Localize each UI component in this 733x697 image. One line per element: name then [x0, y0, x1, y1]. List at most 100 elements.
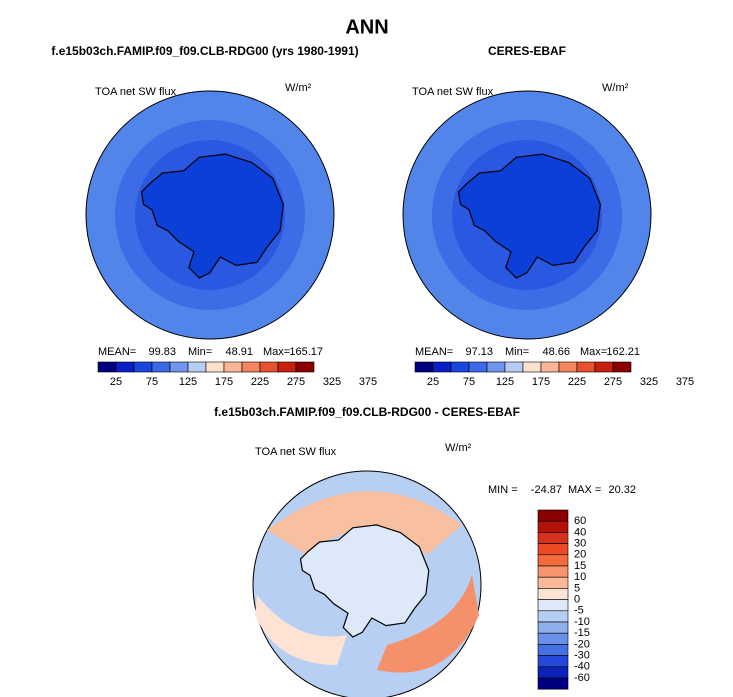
units-label: W/m²	[445, 442, 472, 454]
colorbar-label: 15	[574, 560, 586, 572]
panel-title: CERES-EBAF	[488, 44, 566, 58]
page-title: ANN	[345, 16, 388, 38]
colorbar-box	[115, 361, 135, 373]
colorbar-box	[486, 361, 506, 373]
colorbar-label: 0	[574, 594, 580, 606]
colorbar-box	[540, 361, 560, 373]
max-value: 165.17	[289, 346, 323, 358]
colorbar-label: -5	[574, 605, 584, 617]
colorbar-label: -10	[574, 616, 590, 628]
mean-value: 99.83	[148, 346, 176, 358]
map-anomaly	[267, 491, 462, 555]
colorbar-box	[187, 361, 207, 373]
colorbar-box	[97, 361, 117, 373]
colorbar-label: 30	[574, 538, 586, 550]
colorbar-box	[537, 610, 569, 623]
colorbar-box	[133, 361, 153, 373]
colorbar-label: -20	[574, 638, 590, 650]
colorbar-box	[537, 565, 569, 578]
colorbar-label: 225	[251, 376, 269, 388]
min-value: -24.87	[531, 484, 562, 496]
colorbar-label: 275	[287, 376, 305, 388]
colorbar-box	[223, 361, 243, 373]
mean-label: MEAN=	[415, 346, 453, 358]
max-label: Max=	[580, 346, 607, 358]
colorbar-label: 5	[574, 582, 580, 594]
colorbar-box	[537, 666, 569, 679]
colorbar-label: 60	[574, 515, 586, 527]
colorbar-label: 20	[574, 549, 586, 561]
mean-value: 97.13	[465, 346, 493, 358]
colorbar-box	[537, 621, 569, 634]
mean-label: MEAN=	[98, 346, 136, 358]
colorbar-box	[594, 361, 614, 373]
max-value: 162.21	[606, 346, 640, 358]
colorbar-box	[450, 361, 470, 373]
colorbar-box	[537, 632, 569, 645]
colorbar-label: -60	[574, 672, 590, 684]
map-anomaly	[377, 575, 479, 673]
colorbar-box	[169, 361, 189, 373]
antarctica	[299, 524, 430, 638]
colorbar-label: 175	[532, 376, 550, 388]
colorbar-box	[537, 644, 569, 656]
colorbar-box	[537, 554, 569, 567]
colorbar-label: 375	[676, 376, 694, 388]
colorbar-box	[151, 361, 171, 373]
colorbar-label: 125	[496, 376, 514, 388]
colorbar-box	[537, 677, 569, 690]
min-value: 48.91	[225, 346, 253, 358]
colorbar-label: 175	[215, 376, 233, 388]
colorbar-box	[537, 532, 569, 544]
colorbar-box	[468, 361, 488, 373]
variable-label: TOA net SW flux	[412, 86, 494, 98]
max-label: Max=	[263, 346, 290, 358]
colorbar-label: 125	[179, 376, 197, 388]
colorbar-label: 75	[146, 376, 158, 388]
variable-label: TOA net SW flux	[95, 86, 177, 98]
colorbar-box	[205, 361, 225, 373]
colorbar-box	[537, 509, 569, 522]
colorbar-box	[537, 599, 569, 612]
colorbar-label: 225	[568, 376, 586, 388]
min-label: MIN =	[488, 484, 518, 496]
colorbar-box	[259, 361, 279, 373]
colorbar-label: 25	[427, 376, 439, 388]
max-label: MAX =	[568, 484, 601, 496]
colorbar-box	[576, 361, 596, 373]
colorbar-label: -15	[574, 627, 590, 639]
colorbar-label: 75	[463, 376, 475, 388]
variable-label: TOA net SW flux	[255, 446, 337, 458]
antarctica	[140, 153, 284, 279]
colorbar-box	[537, 520, 569, 533]
colorbar-label: 375	[359, 376, 377, 388]
colorbar-box	[537, 576, 569, 589]
panel-title: f.e15b03ch.FAMIP.f09_f09.CLB-RDG00 (yrs …	[51, 44, 358, 58]
colorbar-box	[522, 361, 542, 373]
colorbar-box	[537, 588, 569, 600]
colorbar-label: 325	[640, 376, 658, 388]
colorbar-label: 325	[323, 376, 341, 388]
colorbar-box	[295, 361, 315, 373]
colorbar-box	[612, 361, 632, 373]
colorbar-label: -40	[574, 661, 590, 673]
min-label: Min=	[188, 346, 212, 358]
colorbar-label: 275	[604, 376, 622, 388]
colorbar-label: 25	[110, 376, 122, 388]
colorbar-box	[432, 361, 452, 373]
colorbar-box	[537, 655, 569, 668]
colorbar-label: 10	[574, 571, 586, 583]
colorbar-box	[241, 361, 261, 373]
units-label: W/m²	[285, 82, 312, 94]
panel-title: f.e15b03ch.FAMIP.f09_f09.CLB-RDG00 - CER…	[214, 405, 520, 419]
max-value: 20.32	[608, 484, 636, 496]
colorbar-box	[414, 361, 434, 373]
colorbar-box	[504, 361, 524, 373]
min-label: Min=	[505, 346, 529, 358]
map-anomaly	[255, 595, 347, 665]
units-label: W/m²	[602, 82, 629, 94]
colorbar-label: 40	[574, 526, 586, 538]
colorbar-box	[558, 361, 578, 373]
min-value: 48.66	[542, 346, 570, 358]
